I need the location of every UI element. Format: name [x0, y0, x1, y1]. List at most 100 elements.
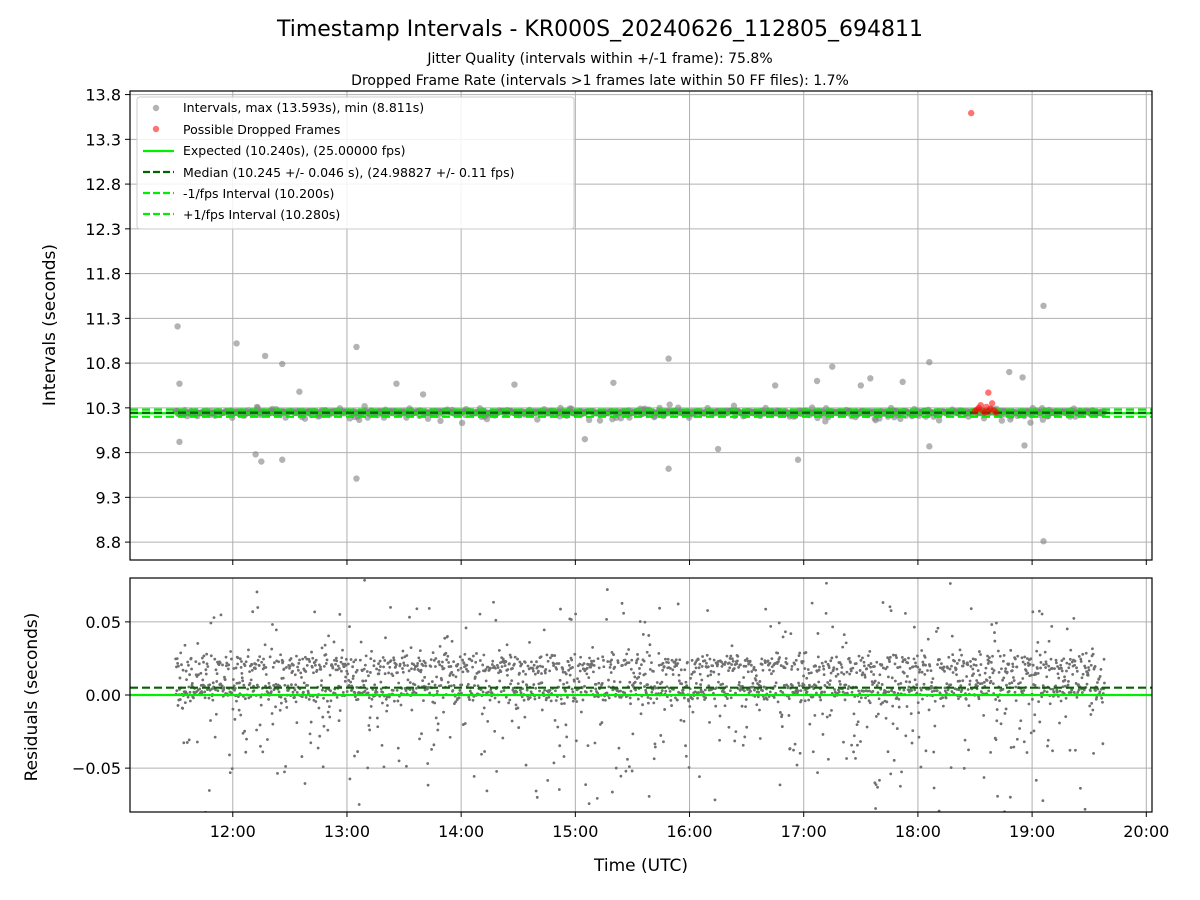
residual-point [822, 667, 826, 671]
residual-point [491, 659, 495, 663]
residual-point [898, 784, 902, 788]
interval-point [437, 417, 444, 425]
residual-point [976, 669, 980, 672]
residual-point [709, 669, 713, 673]
intervals-x-ticks [232, 560, 1147, 565]
residual-point [1049, 657, 1053, 661]
residual-point [438, 644, 442, 648]
residual-point [189, 656, 193, 660]
residual-point [504, 695, 508, 699]
residual-point [642, 659, 646, 663]
residual-point [303, 655, 307, 659]
residual-point [908, 667, 912, 670]
intervals-y-tick-label: 11.8 [85, 265, 121, 284]
residual-point [718, 714, 722, 718]
residual-point [1046, 744, 1049, 748]
residual-point [288, 664, 292, 668]
residual-point [751, 681, 755, 685]
residual-point [949, 766, 953, 770]
residual-point [649, 697, 653, 700]
residual-point [367, 724, 371, 727]
residual-point [201, 678, 205, 682]
residual-point [542, 628, 546, 632]
residual-point [1073, 748, 1077, 752]
residual-point [623, 658, 627, 662]
residual-point [206, 665, 210, 668]
residual-point [969, 660, 972, 663]
residual-point [447, 661, 451, 664]
residual-point [1075, 669, 1079, 673]
residual-point [911, 665, 915, 669]
residual-point [748, 659, 752, 663]
residual-point [564, 689, 567, 693]
residual-point [261, 750, 265, 754]
residual-point [829, 671, 833, 675]
residual-point [320, 646, 324, 650]
residual-point [408, 615, 411, 619]
residual-point [396, 699, 400, 703]
residual-point [559, 607, 562, 611]
residual-point [571, 699, 575, 703]
residual-point [664, 657, 667, 661]
residual-point [842, 672, 846, 676]
residual-point [638, 620, 642, 623]
residual-point [299, 671, 303, 675]
residual-point [190, 682, 194, 685]
residual-point [400, 656, 404, 660]
residual-point [974, 658, 977, 661]
residual-point [219, 613, 223, 617]
residual-point [601, 698, 605, 702]
residual-point [715, 686, 718, 690]
residual-point [1025, 751, 1029, 754]
residual-point [798, 751, 802, 755]
residual-point [323, 643, 327, 647]
residual-point [468, 657, 472, 661]
residual-point [178, 698, 182, 701]
residual-point [535, 660, 538, 664]
residual-point [1004, 707, 1008, 711]
residual-point [806, 668, 810, 671]
residual-point [845, 670, 849, 674]
residual-point [948, 667, 952, 671]
residual-point [1036, 640, 1040, 644]
residual-point [417, 656, 421, 660]
residual-point [182, 741, 186, 745]
residual-point [228, 753, 231, 757]
residual-point [890, 676, 894, 680]
residual-point [523, 660, 527, 664]
residual-point [1003, 712, 1007, 715]
residual-point [669, 666, 672, 670]
residual-point [377, 672, 381, 676]
interval-outlier-point [279, 456, 286, 463]
residual-point [824, 660, 828, 664]
residual-point [610, 658, 613, 662]
residual-point [708, 657, 712, 661]
residual-point [329, 689, 332, 693]
residual-point [760, 663, 764, 666]
residual-point [185, 741, 189, 744]
residual-point [205, 652, 209, 656]
residual-point [574, 739, 578, 743]
residual-point [688, 705, 692, 708]
interval-outlier-point [393, 380, 400, 387]
residual-point [728, 666, 732, 670]
residual-point [824, 611, 828, 615]
residual-point [1079, 786, 1082, 790]
residual-point [744, 705, 747, 709]
residual-point [601, 655, 605, 659]
residual-point [559, 697, 563, 701]
residual-point [750, 670, 754, 673]
residual-point [470, 659, 474, 663]
residual-point [426, 783, 430, 787]
residual-point [558, 678, 562, 682]
residual-point [532, 683, 536, 686]
residual-point [1060, 666, 1063, 670]
residual-point [741, 743, 745, 747]
residual-point [1068, 748, 1072, 752]
residual-point [784, 630, 787, 634]
residual-point [678, 658, 682, 662]
residual-point [664, 673, 668, 676]
residual-point [752, 665, 756, 669]
residual-point [264, 666, 268, 669]
residuals-y-axis-label: Residuals (seconds) [22, 613, 42, 782]
